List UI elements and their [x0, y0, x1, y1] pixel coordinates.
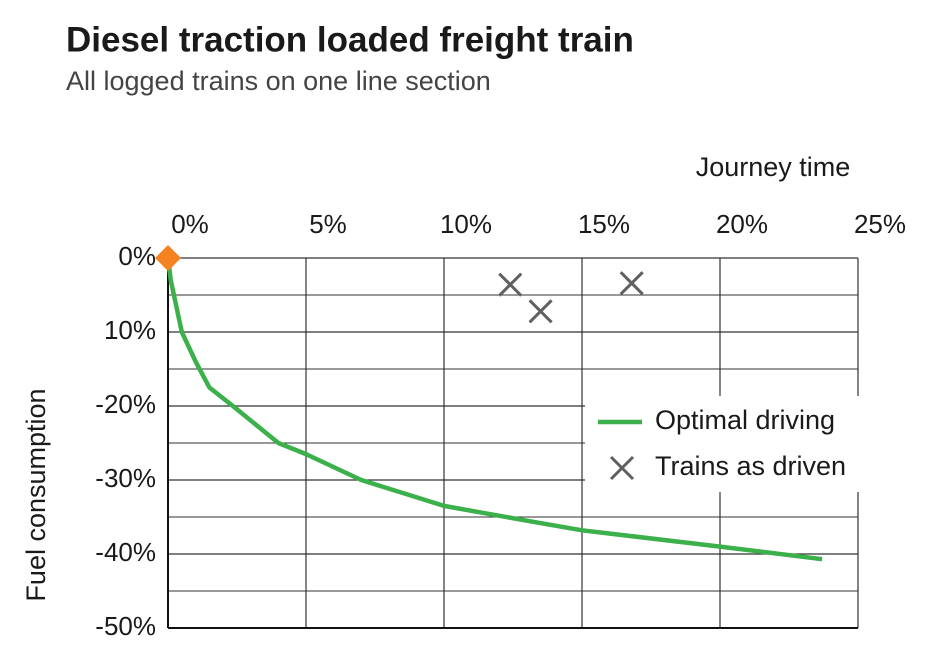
legend-label: Trains as driven — [655, 451, 846, 481]
y-tick-label: -50% — [95, 611, 156, 641]
y-tick-label: -30% — [95, 463, 156, 493]
chart-title: Diesel traction loaded freight train — [66, 20, 634, 59]
x-tick-label: 5% — [309, 209, 347, 239]
chart-subtitle: All logged trains on one line section — [66, 66, 491, 96]
x-marker — [528, 299, 553, 324]
y-axis-label: Fuel consumption — [21, 388, 51, 601]
y-tick-label: 0% — [118, 241, 156, 271]
y-tick-label: 10% — [104, 315, 156, 345]
series-line — [165, 257, 823, 562]
x-marker — [619, 271, 644, 296]
x-stroke — [528, 299, 553, 324]
y-tick-label: -20% — [95, 389, 156, 419]
y-tick-label: -40% — [95, 537, 156, 567]
x-marker — [498, 272, 523, 297]
x-stroke — [609, 455, 635, 481]
x-tick-label: 0% — [171, 209, 209, 239]
origin-marker — [155, 245, 181, 271]
legend-label: Optimal driving — [655, 405, 835, 435]
x-marker — [609, 455, 635, 481]
x-tick-label: 10% — [440, 209, 492, 239]
x-stroke — [619, 271, 644, 296]
x-tick-label: 25% — [854, 209, 906, 239]
x-stroke — [498, 272, 523, 297]
x-axis-label: Journey time — [696, 152, 851, 182]
x-tick-label: 20% — [716, 209, 768, 239]
legend-background — [585, 396, 885, 492]
x-tick-label: 15% — [578, 209, 630, 239]
